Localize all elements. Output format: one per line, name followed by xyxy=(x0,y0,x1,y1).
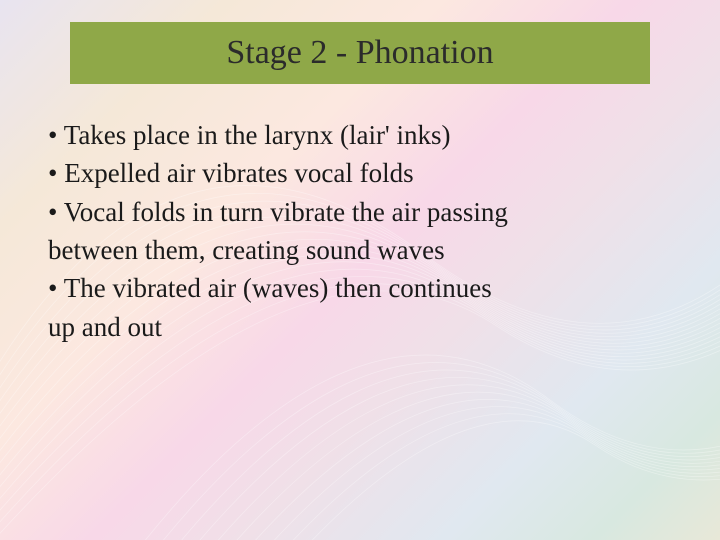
title-box: Stage 2 - Phonation xyxy=(70,22,650,84)
bullet-line: • The vibrated air (waves) then continue… xyxy=(48,269,660,307)
bullet-line: • Takes place in the larynx (lair' inks) xyxy=(48,116,660,154)
slide-title: Stage 2 - Phonation xyxy=(226,34,493,72)
bullet-line: up and out xyxy=(48,308,660,346)
slide: Stage 2 - Phonation • Takes place in the… xyxy=(0,0,720,540)
bullet-line: • Vocal folds in turn vibrate the air pa… xyxy=(48,193,660,231)
bullet-line: between them, creating sound waves xyxy=(48,231,660,269)
slide-body: • Takes place in the larynx (lair' inks)… xyxy=(48,116,660,346)
bullet-line: • Expelled air vibrates vocal folds xyxy=(48,154,660,192)
